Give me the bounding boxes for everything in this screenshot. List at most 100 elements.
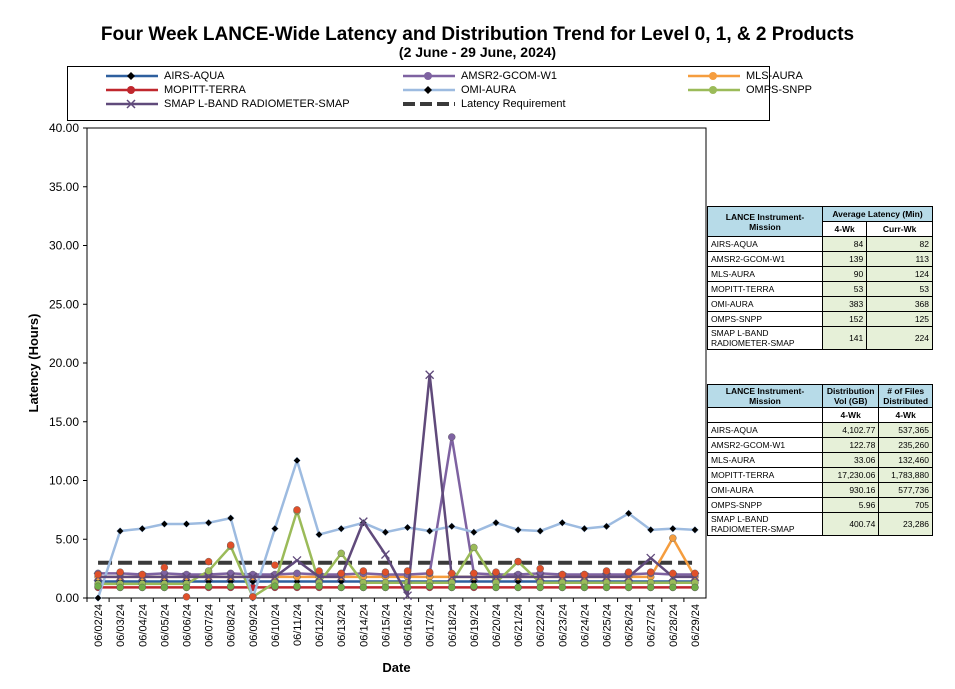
value-cell: 224 [866,326,933,350]
overlay-point-omps-snpp [160,583,169,592]
x-tick-label: 06/10/24 [270,604,282,647]
y-tick-label: 15.00 [49,415,79,429]
point-omi-aura [646,525,655,534]
mission-cell: OMI-AURA [707,482,823,498]
overlay-point-omps-snpp [580,583,589,592]
y-tick-label: 40.00 [49,121,79,135]
value-cell: 537,365 [878,422,933,438]
legend-label: Latency Requirement [461,98,566,110]
table-row: OMPS-SNPP 152 125 [707,311,933,327]
overlay-point-omps-snpp [624,583,633,592]
overlay-point-omps-snpp-red [536,564,544,573]
point-smap-l-band-radiometer-smap [602,572,611,582]
overlay-point-omps-snpp-red [558,570,567,579]
overlay-point-omps-snpp [536,583,544,592]
legend-label: MLS-AURA [746,70,803,82]
distribution-table: LANCE Instrument-Mission Distribution Vo… [707,384,933,536]
plot-area [86,127,707,599]
mission-cell: AIRS-AQUA [707,236,823,252]
table-row: MLS-AURA 90 124 [707,266,933,282]
point-omi-aura [470,528,478,537]
point-omi-aura [116,527,125,535]
chart-subtitle: (2 June - 29 June, 2024) [398,44,557,60]
legend-label: SMAP L-BAND RADIOMETER-SMAP [164,98,350,110]
point-smap-l-band-radiometer-smap [226,572,236,582]
overlay-point-omps-snpp-red [624,568,633,576]
table-row: MOPITT-TERRA 53 53 [707,281,933,297]
value-cell: 5.96 [821,497,880,513]
x-tick-label: 06/07/24 [204,604,216,647]
table-row: OMI-AURA 383 368 [707,296,933,312]
overlay-point-omps-snpp [425,582,434,590]
value-cell: 125 [866,311,933,327]
series-line-smap-l-band-radiometer-smap [98,373,695,597]
mission-cell: OMPS-SNPP [707,497,823,513]
overlay-point-omps-snpp [492,583,500,592]
overlay-point-omps-snpp [448,583,456,592]
x-tick-label: 06/28/24 [668,604,680,647]
legend-label: AMSR2-GCOM-W1 [461,70,557,82]
point-omi-aura [558,518,567,527]
mission-cell: SMAP L-BAND RADIOMETER-SMAP [707,326,823,350]
x-tick-label: 06/03/24 [115,604,127,647]
legend-swatch-omi-aura [403,86,455,94]
value-cell: 368 [866,296,933,312]
table-row: OMI-AURA 930.16 577,736 [707,482,933,498]
legend: AIRS-AQUA AMSR2-GCOM-W1 MLS-AURA MOPITT-TER… [67,66,812,121]
table-row: MLS-AURA 33.06 132,460 [707,452,933,468]
value-cell: 84 [821,236,868,252]
latency-table-header-currwk: Curr-Wk [866,221,933,237]
x-tick-label: 06/17/24 [425,604,437,647]
overlay-point-omps-snpp [116,583,124,592]
overlay-point-omps-snpp-red [602,567,611,575]
y-tick-label: 20.00 [49,356,79,370]
value-cell: 132,460 [878,452,933,468]
legend-swatch-mopitt-terra [106,86,158,94]
mission-cell: MLS-AURA [707,452,823,468]
series-line-amsr2-gcom-w1 [98,435,695,576]
point-smap-l-band-radiometer-smap [159,572,169,582]
legend-label: OMPS-SNPP [746,84,813,96]
overlay-point-omps-snpp [602,583,611,592]
overlay-point-omps-snpp-red [669,569,677,578]
overlay-point-omps-snpp-red [315,567,323,575]
point-omps-snpp [204,567,213,575]
value-cell: 930.16 [821,482,880,498]
mission-cell: MOPITT-TERRA [707,281,823,297]
distribution-table-header-mission: LANCE Instrument-Mission [707,384,823,408]
value-cell: 53 [821,281,868,297]
point-smap-l-band-radiometer-smap [380,550,390,559]
point-omi-aura [536,527,545,535]
value-cell: 152 [821,311,868,327]
point-smap-l-band-radiometer-smap [182,572,191,582]
point-smap-l-band-radiometer-smap [403,591,413,601]
y-tick-label: 25.00 [49,297,79,311]
y-tick-label: 30.00 [49,239,79,253]
overlay-point-omps-snpp [271,582,279,590]
table-row: SMAP L-BAND RADIOMETER-SMAP 141 224 [707,326,933,350]
overlay-point-omps-snpp-red [470,569,478,578]
x-tick-label: 06/14/24 [358,604,370,647]
point-amsr2-gcom-w1 [293,569,301,578]
overlay-point-omps-snpp-red [138,570,146,579]
legend-label: MOPITT-TERRA [164,84,246,96]
overlay-point-omps-snpp-red [337,569,345,578]
point-mls-aura [669,534,677,542]
y-axis-label: Latency (Hours) [26,314,41,413]
overlay-point-omps-snpp [669,583,677,592]
point-omi-aura [492,518,500,527]
overlay-point-omps-snpp [514,583,522,592]
value-cell: 90 [821,266,868,282]
table-row: AIRS-AQUA 84 82 [707,236,933,252]
overlay-point-omps-snpp-red [514,557,522,566]
value-cell: 577,736 [878,482,933,498]
table-row: AMSR2-GCOM-W1 122.78 235,260 [707,437,933,453]
point-smap-l-band-radiometer-smap [425,370,435,380]
value-cell: 383 [821,296,868,312]
point-amsr2-gcom-w1 [448,433,456,441]
point-omi-aura [138,524,147,533]
value-cell: 235,260 [878,437,933,453]
x-tick-label: 06/09/24 [248,604,260,647]
y-tick-label: 10.00 [49,474,79,488]
x-tick-label: 06/13/24 [336,604,348,647]
